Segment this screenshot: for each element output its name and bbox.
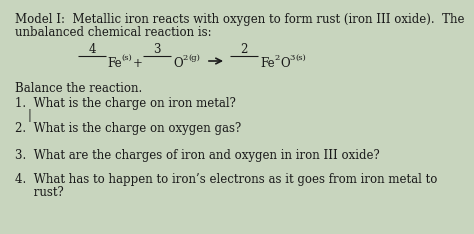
Text: unbalanced chemical reaction is:: unbalanced chemical reaction is:: [15, 26, 211, 39]
Text: O: O: [280, 57, 290, 70]
Text: Balance the reaction.: Balance the reaction.: [15, 82, 142, 95]
Text: Model I:  Metallic iron reacts with oxygen to form rust (iron III oxide).  The: Model I: Metallic iron reacts with oxyge…: [15, 13, 465, 26]
Text: 3.  What are the charges of iron and oxygen in iron III oxide?: 3. What are the charges of iron and oxyg…: [15, 149, 380, 162]
Text: 2: 2: [240, 43, 248, 56]
Text: 2: 2: [182, 54, 187, 62]
Text: (s): (s): [121, 54, 132, 62]
Text: Fe: Fe: [107, 57, 122, 70]
Text: 1.  What is the charge on iron metal?: 1. What is the charge on iron metal?: [15, 97, 236, 110]
Text: 3: 3: [153, 43, 161, 56]
Text: Fe: Fe: [260, 57, 274, 70]
Text: O: O: [173, 57, 182, 70]
Text: 4.  What has to happen to iron’s electrons as it goes from iron metal to: 4. What has to happen to iron’s electron…: [15, 173, 438, 186]
Text: 2.  What is the charge on oxygen gas?: 2. What is the charge on oxygen gas?: [15, 122, 241, 135]
Text: +: +: [133, 57, 143, 70]
Text: |: |: [28, 109, 32, 122]
Text: (g): (g): [188, 54, 200, 62]
Text: 2: 2: [274, 54, 279, 62]
Text: 3: 3: [289, 54, 294, 62]
Text: rust?: rust?: [15, 186, 64, 199]
Text: (s): (s): [295, 54, 306, 62]
Text: 4: 4: [88, 43, 96, 56]
